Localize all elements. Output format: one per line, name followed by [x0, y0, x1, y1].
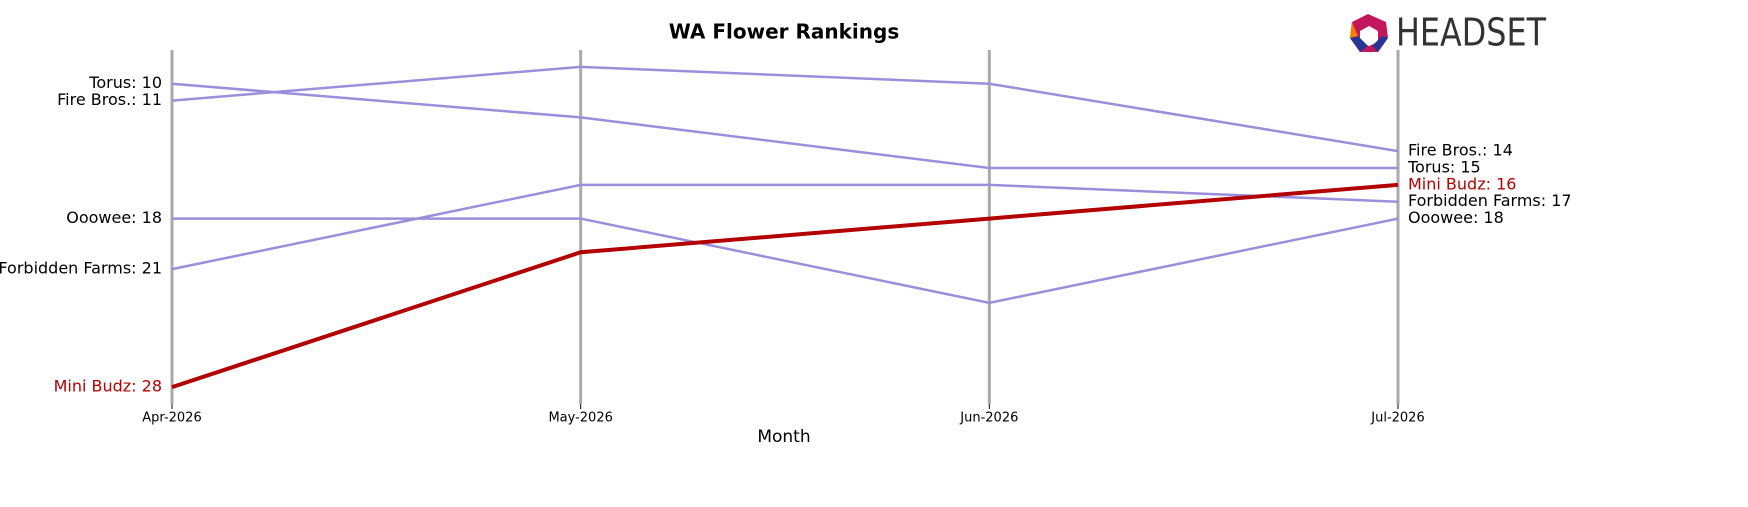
logo-icon-part: [1350, 36, 1368, 52]
series-line: [171, 183, 1399, 271]
logo: HEADSET: [1350, 11, 1547, 55]
value-label: Forbidden Farms: 17: [1408, 191, 1572, 210]
series-line: [171, 65, 1399, 153]
highlight-line: [171, 182, 1399, 390]
chart-title: WA Flower Rankings: [669, 20, 899, 44]
value-label: Torus: 15: [1407, 158, 1481, 177]
x-tick-label: Apr-2026: [142, 411, 201, 426]
logo-icon-hole: [1360, 26, 1378, 46]
series-line: [172, 217, 1399, 305]
x-tick-label: May-2026: [548, 411, 612, 426]
value-label: Ooowee: 18: [66, 208, 162, 227]
value-label: Fire Bros.: 14: [1408, 141, 1513, 160]
x-tick-label: Jun-2026: [959, 411, 1018, 426]
value-label: Mini Budz: 28: [54, 377, 162, 396]
value-label: Fire Bros.: 11: [57, 90, 162, 109]
logo-icon-part: [1350, 22, 1358, 38]
value-label: Forbidden Farms: 21: [0, 259, 162, 278]
x-axis-title: Month: [757, 427, 810, 447]
value-label: Torus: 10: [88, 73, 162, 92]
x-tick-label: Jul-2026: [1370, 411, 1424, 426]
value-label: Mini Budz: 16: [1408, 174, 1516, 193]
logo-text: HEADSET: [1396, 11, 1547, 55]
value-label: Ooowee: 18: [1408, 208, 1504, 227]
series-line: [171, 82, 1398, 170]
logo-icon-part: [1372, 36, 1388, 52]
